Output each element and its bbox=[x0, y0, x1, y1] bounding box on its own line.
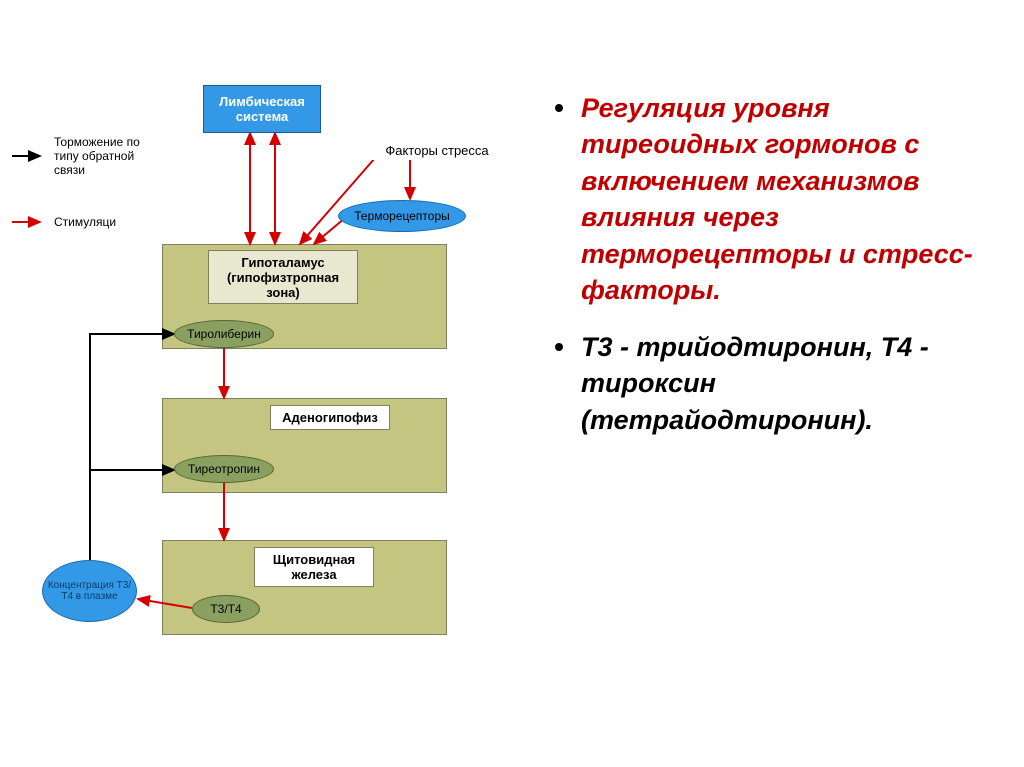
stress-factors-node: Факторы стресса bbox=[372, 140, 502, 160]
bullet-text-2: Т3 - трийодтиронин, Т4 - тироксин (тетра… bbox=[581, 329, 995, 438]
adeno-label: Аденогипофиз bbox=[282, 410, 378, 425]
thermoreceptors-node: Терморецепторы bbox=[338, 200, 466, 232]
thyroliberin-label: Тиролиберин bbox=[187, 327, 261, 341]
plasma-concentration-node: Концентрация Т3/Т4 в плазме bbox=[42, 560, 137, 622]
thyroid-label: Щитовидная железа bbox=[255, 552, 373, 582]
thyreotropin-node: Тиреотропин bbox=[174, 455, 274, 483]
legend-stimulation-label: Стимуляци bbox=[54, 215, 116, 229]
thyroid-gland-label-node: Щитовидная железа bbox=[254, 547, 374, 587]
limbic-label: Лимбическая система bbox=[204, 94, 320, 124]
hypothalamus-node: Гипоталамус (гипофизтропная зона) bbox=[208, 250, 358, 304]
thyreotropin-label: Тиреотропин bbox=[188, 462, 260, 476]
adenohypophysis-label-node: Аденогипофиз bbox=[270, 405, 390, 430]
bullet-text-1: Регуляция уровня тиреоидных гормонов с в… bbox=[581, 90, 995, 309]
hypothalamus-label: Гипоталамус (гипофизтропная зона) bbox=[209, 255, 357, 300]
plasma-label: Концентрация Т3/Т4 в плазме bbox=[43, 580, 136, 602]
bullet-icon bbox=[555, 343, 563, 351]
t3t4-label: Т3/Т4 bbox=[210, 602, 241, 616]
bullet-icon bbox=[555, 104, 563, 112]
stress-label: Факторы стресса bbox=[385, 143, 488, 158]
legend-stimulation: Стимуляци bbox=[12, 215, 116, 229]
thyroliberin-node: Тиролиберин bbox=[174, 320, 274, 348]
limbic-system-node: Лимбическая система bbox=[203, 85, 321, 133]
text-area: Регуляция уровня тиреоидных гормонов с в… bbox=[555, 90, 995, 458]
legend-inhibition-label: Торможение по типу обратной связи bbox=[54, 135, 164, 177]
legend-inhibition: Торможение по типу обратной связи bbox=[12, 135, 164, 177]
bullet-item: Т3 - трийодтиронин, Т4 - тироксин (тетра… bbox=[555, 329, 995, 438]
diagram-area: Лимбическая система Факторы стресса Терм… bbox=[0, 0, 530, 767]
bullet-item: Регуляция уровня тиреоидных гормонов с в… bbox=[555, 90, 995, 309]
thermo-label: Терморецепторы bbox=[354, 209, 450, 223]
t3t4-node: Т3/Т4 bbox=[192, 595, 260, 623]
